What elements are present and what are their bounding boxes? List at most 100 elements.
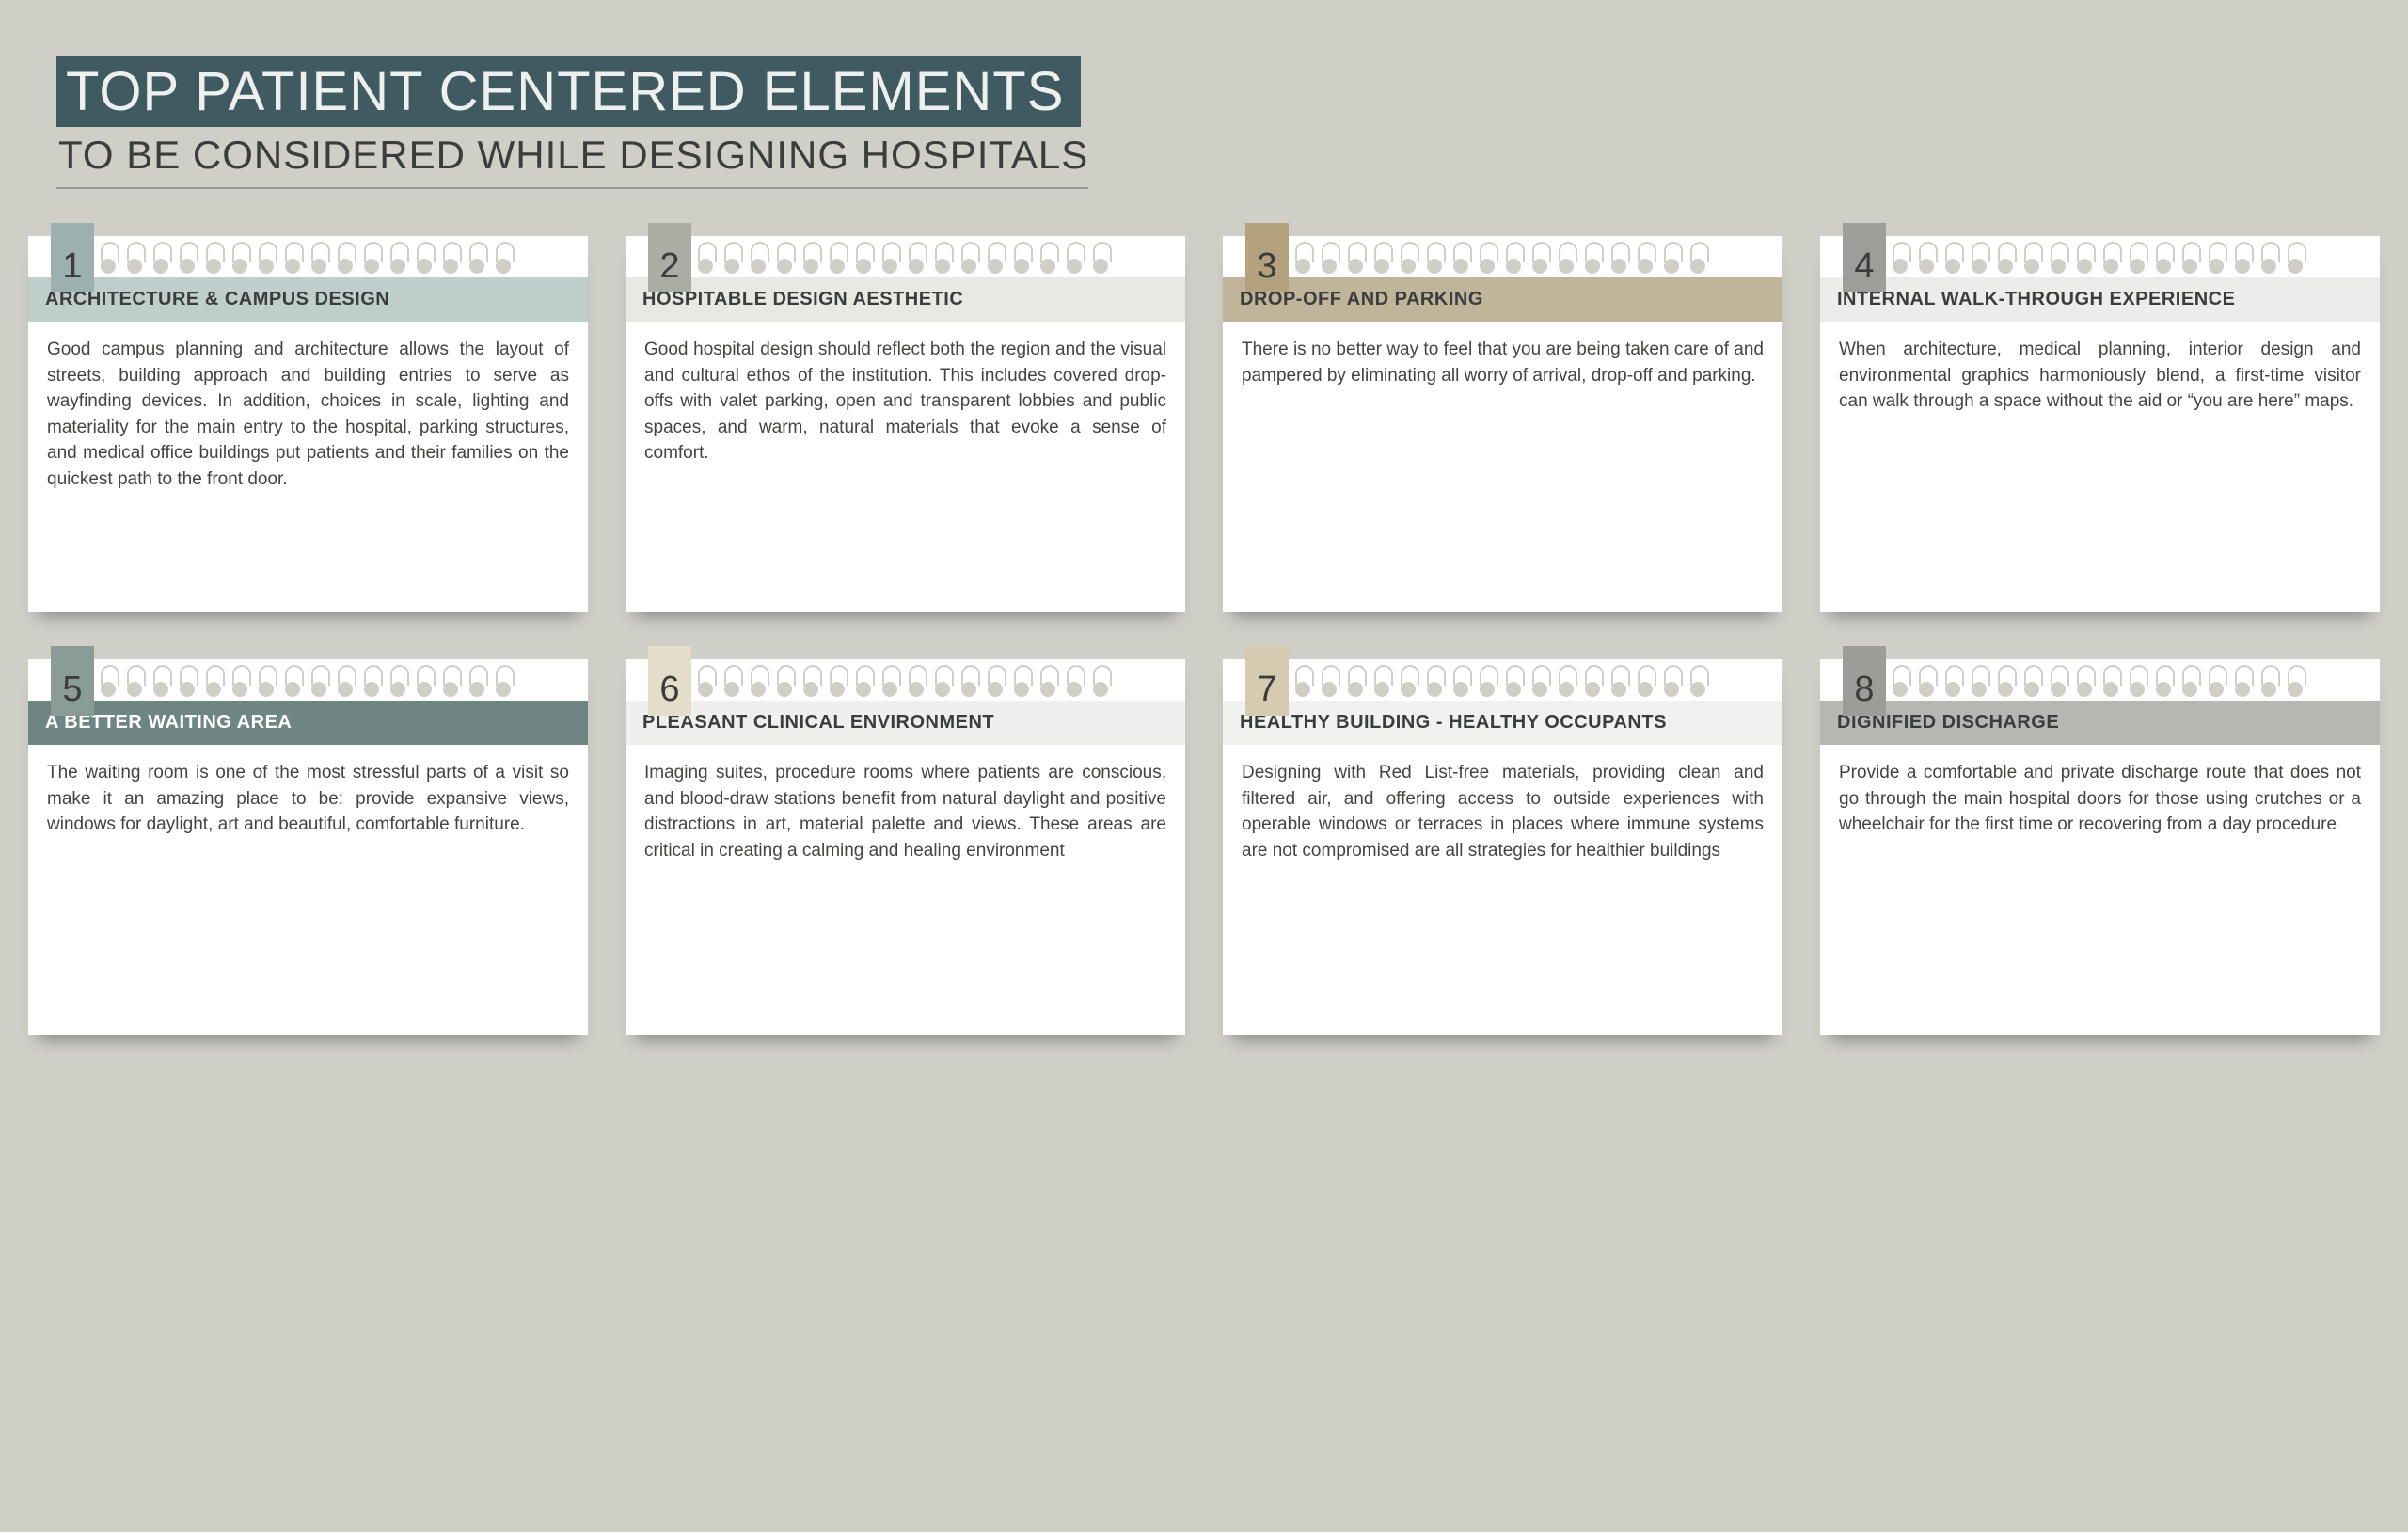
- spiral-ring: [388, 249, 408, 277]
- spiral-ring: [388, 672, 408, 701]
- spiral-ring: [309, 672, 329, 701]
- spiral-ring: [1916, 249, 1937, 277]
- spiral-ring: [2285, 672, 2305, 701]
- spiral-ring: [695, 249, 716, 277]
- spiral-ring: [440, 672, 461, 701]
- spiral-ring: [879, 672, 900, 701]
- spiral-ring: [177, 672, 198, 701]
- spiral-ring: [748, 672, 768, 701]
- spiral-ring: [1995, 249, 2016, 277]
- card-number-tab: 6: [648, 646, 691, 716]
- spiral-ring: [1090, 249, 1111, 277]
- spiral-ring: [2048, 672, 2068, 701]
- spiral-ring: [467, 672, 487, 701]
- spiral-ring: [1969, 672, 1989, 701]
- spiral-ring: [361, 672, 382, 701]
- card-body: Imaging suites, procedure rooms where pa…: [626, 745, 1185, 886]
- spiral-ring: [282, 672, 303, 701]
- spiral-ring: [748, 249, 768, 277]
- card-number-tab: 3: [1245, 223, 1289, 292]
- card-body: The waiting room is one of the most stre…: [28, 745, 588, 861]
- spiral-ring: [1556, 249, 1576, 277]
- spiral-ring: [879, 249, 900, 277]
- card-number-tab: 7: [1245, 646, 1289, 716]
- card-number-tab: 8: [1843, 646, 1886, 716]
- spiral-ring: [1090, 672, 1111, 701]
- spiral-ring: [1424, 249, 1445, 277]
- card-body: Designing with Red List-free materials, …: [1223, 745, 1782, 886]
- spiral-ring: [1608, 672, 1629, 701]
- spiral-ring: [1398, 672, 1418, 701]
- spiral-ring: [230, 249, 250, 277]
- spiral-ring: [2074, 672, 2095, 701]
- info-card: 6PLEASANT CLINICAL ENVIRONMENTImaging su…: [626, 659, 1185, 1035]
- spiral-ring: [1371, 249, 1392, 277]
- spiral-ring: [958, 672, 979, 701]
- spiral-ring: [493, 672, 514, 701]
- spiral-ring: [958, 249, 979, 277]
- card-heading: ARCHITECTURE & CAMPUS DESIGN: [28, 277, 588, 322]
- spiral-ring: [2179, 249, 2200, 277]
- spiral-ring: [774, 672, 795, 701]
- spiral-ring: [309, 249, 329, 277]
- spiral-ring: [932, 672, 953, 701]
- info-card: 8DIGNIFIED DISCHARGEProvide a comfortabl…: [1820, 659, 2380, 1035]
- spiral-binding: [626, 236, 1185, 277]
- card-number-tab: 5: [51, 646, 94, 716]
- spiral-ring: [1529, 672, 1550, 701]
- spiral-ring: [1345, 249, 1366, 277]
- spiral-ring: [1635, 249, 1656, 277]
- spiral-ring: [2258, 249, 2279, 277]
- spiral-binding: [28, 659, 588, 701]
- spiral-ring: [440, 249, 461, 277]
- info-card: 7HEALTHY BUILDING - HEALTHY OCCUPANTSDes…: [1223, 659, 1782, 1035]
- info-card: 5A BETTER WAITING AREAThe waiting room i…: [28, 659, 588, 1035]
- info-card: 1ARCHITECTURE & CAMPUS DESIGNGood campus…: [28, 236, 588, 612]
- page-title-sub: TO BE CONSIDERED WHILE DESIGNING HOSPITA…: [56, 127, 1088, 189]
- spiral-ring: [2258, 672, 2279, 701]
- spiral-ring: [98, 249, 119, 277]
- spiral-ring: [2021, 249, 2042, 277]
- spiral-ring: [282, 249, 303, 277]
- spiral-ring: [1450, 249, 1471, 277]
- spiral-ring: [1556, 672, 1576, 701]
- spiral-ring: [2153, 672, 2174, 701]
- spiral-ring: [1064, 672, 1085, 701]
- spiral-ring: [1661, 672, 1682, 701]
- card-body: There is no better way to feel that you …: [1223, 322, 1782, 411]
- card-body: Good hospital design should reflect both…: [626, 322, 1185, 489]
- spiral-ring: [1345, 672, 1366, 701]
- spiral-ring: [2179, 672, 2200, 701]
- spiral-ring: [2153, 249, 2174, 277]
- spiral-ring: [1916, 672, 1937, 701]
- spiral-ring: [1011, 672, 1032, 701]
- spiral-ring: [695, 672, 716, 701]
- spiral-binding: [1223, 236, 1782, 277]
- spiral-ring: [906, 672, 927, 701]
- spiral-ring: [2100, 249, 2121, 277]
- spiral-ring: [467, 249, 487, 277]
- card-grid: 1ARCHITECTURE & CAMPUS DESIGNGood campus…: [28, 236, 2380, 1035]
- spiral-ring: [1319, 672, 1339, 701]
- spiral-ring: [335, 672, 356, 701]
- card-body: Provide a comfortable and private discha…: [1820, 745, 2380, 861]
- spiral-ring: [177, 249, 198, 277]
- spiral-ring: [1038, 672, 1058, 701]
- card-number-tab: 1: [51, 223, 94, 292]
- card-heading: HEALTHY BUILDING - HEALTHY OCCUPANTS: [1223, 701, 1782, 745]
- page-title-main: TOP PATIENT CENTERED ELEMENTS: [56, 56, 1081, 127]
- spiral-ring: [1687, 249, 1708, 277]
- spiral-ring: [1687, 672, 1708, 701]
- card-heading: A BETTER WAITING AREA: [28, 701, 588, 745]
- spiral-ring: [256, 672, 277, 701]
- spiral-binding: [1820, 236, 2380, 277]
- spiral-binding: [1223, 659, 1782, 701]
- spiral-ring: [1011, 249, 1032, 277]
- spiral-binding: [1820, 659, 2380, 701]
- spiral-ring: [985, 249, 1006, 277]
- info-card: 2HOSPITABLE DESIGN AESTHETICGood hospita…: [626, 236, 1185, 612]
- spiral-ring: [2206, 672, 2226, 701]
- spiral-ring: [2100, 672, 2121, 701]
- spiral-ring: [1319, 249, 1339, 277]
- card-body: When architecture, medical planning, int…: [1820, 322, 2380, 437]
